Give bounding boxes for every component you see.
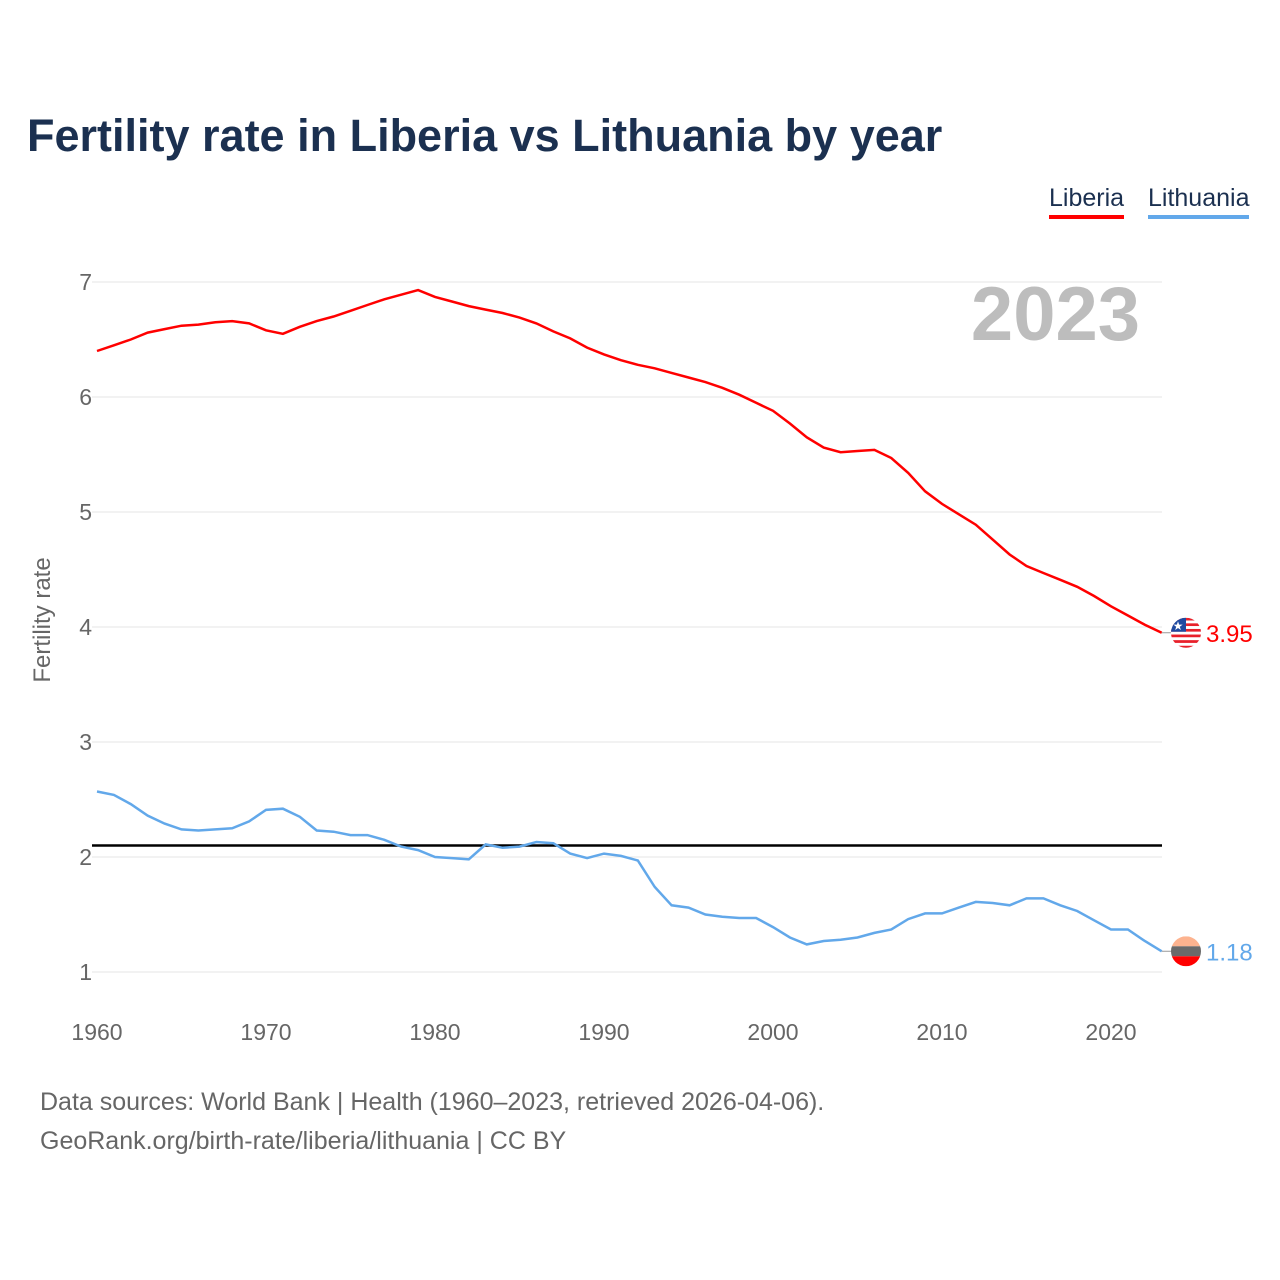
y-tick-label: 3 — [79, 729, 92, 755]
flag-stripe — [1171, 631, 1201, 635]
year-label: 2023 — [971, 272, 1140, 357]
x-tick-label: 2010 — [916, 1019, 967, 1045]
y-tick-label: 5 — [79, 499, 92, 525]
end-value-label: 3.95 — [1206, 621, 1253, 648]
y-tick-label: 6 — [79, 384, 92, 410]
y-tick-label: 2 — [79, 844, 92, 870]
x-tick-label: 1980 — [409, 1019, 460, 1045]
x-tick-label: 1960 — [71, 1019, 122, 1045]
flag-stripe — [1171, 936, 1201, 947]
flag-stripe — [1171, 637, 1201, 641]
footer-attribution[interactable]: GeoRank.org/birth-rate/liberia/lithuania… — [40, 1127, 567, 1155]
y-tick-label: 1 — [79, 959, 92, 985]
flag-fill — [1171, 936, 1201, 967]
series-line-lithuania — [96, 790, 1163, 953]
flag-stripe — [1171, 640, 1201, 643]
flag-stripe — [1171, 946, 1201, 957]
flag-fill: ★ — [1171, 617, 1201, 648]
series-line-liberia — [96, 288, 1163, 634]
series-lines — [92, 288, 1163, 953]
flag-star: ★ — [1173, 619, 1184, 633]
flag-stripe — [1171, 642, 1201, 646]
flag-stripe — [1171, 634, 1201, 638]
flag-icon-lithuania — [1171, 936, 1201, 967]
chart-title: Fertility rate in Liberia vs Lithuania b… — [27, 110, 943, 161]
end-markers: ★ 3.95 1.18 — [1161, 617, 1253, 967]
x-tick-label: 2020 — [1085, 1019, 1136, 1045]
y-axis-label: Fertility rate — [29, 557, 56, 682]
x-tick-label: 1990 — [578, 1019, 629, 1045]
flag-stripe — [1171, 956, 1201, 967]
end-value-label: 1.18 — [1206, 939, 1253, 966]
y-tick-labels: 1 2 3 4 5 6 7 — [79, 269, 92, 985]
flag-icon-liberia: ★ — [1171, 617, 1201, 648]
gridlines — [92, 281, 1162, 973]
x-tick-label: 2000 — [747, 1019, 798, 1045]
legend-lithuania[interactable]: Lithuania — [1148, 184, 1250, 219]
x-tick-labels: 1960 1970 1980 1990 2000 2010 2020 — [71, 1019, 1136, 1045]
y-tick-label: 4 — [79, 614, 92, 640]
x-tick-label: 1970 — [240, 1019, 291, 1045]
legend-liberia[interactable]: Liberia — [1049, 184, 1125, 219]
footer-source: Data sources: World Bank | Health (1960–… — [40, 1088, 825, 1116]
y-tick-label: 7 — [79, 269, 92, 295]
flag-stripe — [1171, 645, 1201, 648]
